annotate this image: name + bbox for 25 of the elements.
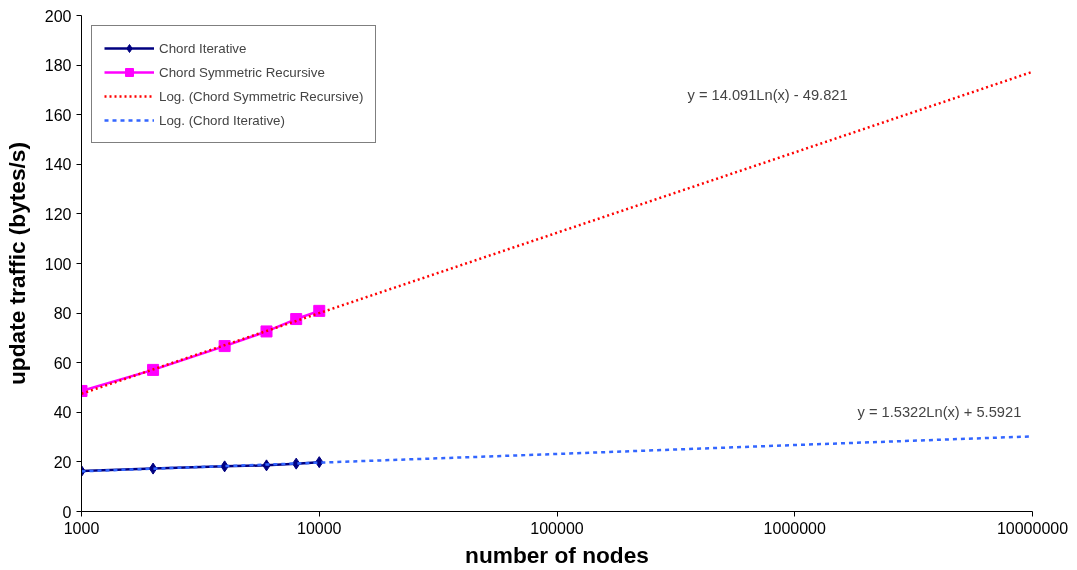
y-tick-label: 60 xyxy=(53,354,72,372)
y-tick-label: 40 xyxy=(53,404,72,422)
x-tick-label: 10000000 xyxy=(996,519,1069,537)
x-axis-title: number of nodes xyxy=(465,541,649,568)
legend-label: Log. (Chord Symmetric Recursive) xyxy=(159,88,364,104)
x-tick-label: 100000 xyxy=(530,519,584,537)
y-axis-title: update traffic (bytes/s) xyxy=(3,142,30,385)
line-series xyxy=(81,70,1033,395)
y-tick-label: 20 xyxy=(53,453,72,471)
annotation: y = 1.5322Ln(x) + 5.5921 xyxy=(857,403,1022,420)
y-tick-label: 160 xyxy=(44,106,72,124)
x-tick-label: 1000000 xyxy=(763,519,826,537)
legend-label: Log. (Chord Iterative) xyxy=(159,112,285,128)
y-tick-label: 120 xyxy=(44,205,72,223)
annotation: y = 14.091Ln(x) - 49.821 xyxy=(687,86,848,103)
y-tick-label: 100 xyxy=(44,255,72,273)
y-tick-label: 200 xyxy=(44,7,72,25)
y-tick-label: 140 xyxy=(44,156,72,174)
y-tick-label: 0 xyxy=(62,503,72,521)
y-tick-label: 180 xyxy=(44,57,72,75)
x-tick-label: 10000 xyxy=(297,519,342,537)
legend-label: Chord Symmetric Recursive xyxy=(159,64,325,80)
legend-label: Chord Iterative xyxy=(159,40,247,56)
x-tick-label: 1000 xyxy=(63,519,100,537)
y-tick-label: 80 xyxy=(53,305,72,323)
